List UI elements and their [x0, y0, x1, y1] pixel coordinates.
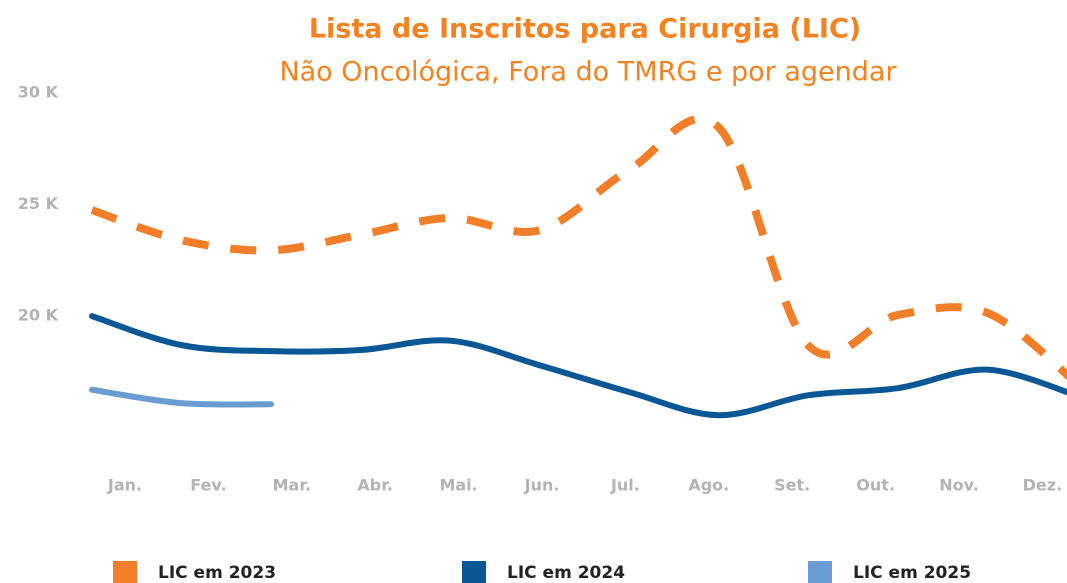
- x-tick-label: Mar.: [273, 476, 311, 495]
- y-tick-label: 25 K: [18, 194, 59, 213]
- x-tick-label: Out.: [856, 476, 895, 495]
- x-tick-label: Mai.: [439, 476, 477, 495]
- x-tick-label: Jul.: [610, 476, 640, 495]
- series-line: [89, 386, 274, 408]
- plot-area: [89, 114, 1067, 419]
- x-tick-label: Abr.: [357, 476, 393, 495]
- legend-label: LIC em 2024: [507, 563, 625, 583]
- y-tick-label: 30 K: [18, 83, 59, 102]
- x-tick-label: Nov.: [939, 476, 979, 495]
- x-tick-label: Jan.: [107, 476, 142, 495]
- y-tick-label: 20 K: [18, 306, 59, 325]
- legend-swatch: [113, 561, 137, 583]
- legend-label: LIC em 2025: [853, 563, 971, 583]
- x-tick-label: Ago.: [688, 476, 729, 495]
- x-tick-label: Jun.: [524, 476, 560, 495]
- series-line: [90, 114, 1067, 381]
- chart-subtitle: Não Oncológica, Fora do TMRG e por agend…: [279, 57, 897, 88]
- series-line: [89, 313, 1067, 419]
- legend-swatch: [462, 561, 486, 583]
- x-tick-label: Fev.: [190, 476, 226, 495]
- chart-title: Lista de Inscritos para Cirurgia (LIC): [309, 14, 861, 45]
- legend-swatch: [808, 561, 832, 583]
- legend-label: LIC em 2023: [158, 563, 276, 583]
- x-tick-label: Set.: [774, 476, 810, 495]
- x-tick-label: Dez.: [1023, 476, 1063, 495]
